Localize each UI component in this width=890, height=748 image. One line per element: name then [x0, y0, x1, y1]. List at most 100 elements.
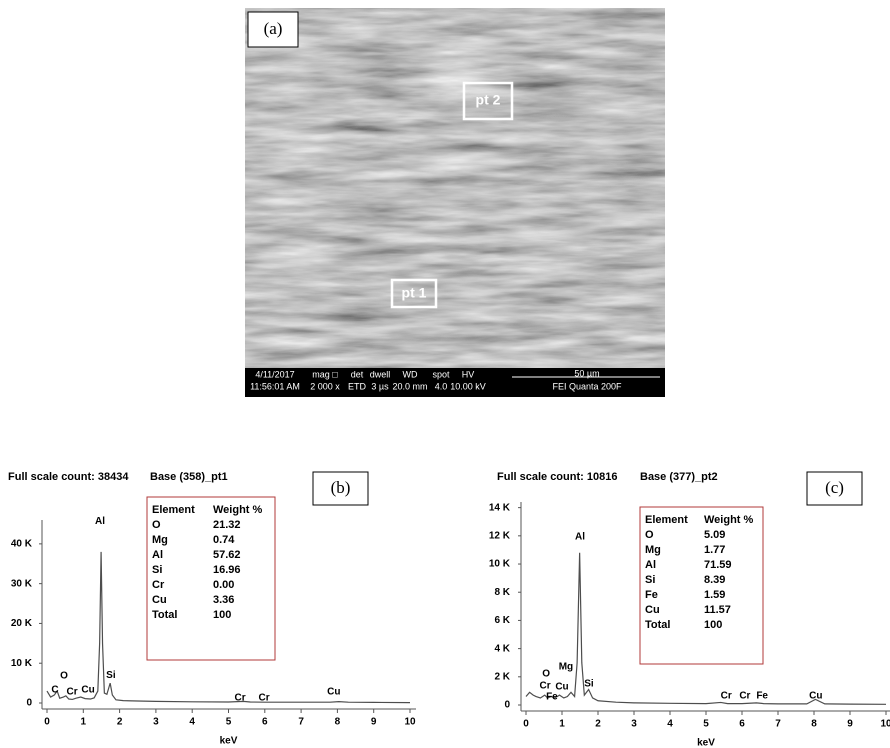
table-cell: Cu: [645, 604, 660, 616]
info-text: det: [351, 369, 364, 379]
peak-label: Fe: [756, 691, 768, 702]
table-cell: 100: [704, 619, 722, 631]
table-cell: 0.00: [213, 579, 234, 591]
table-cell: 1.59: [704, 589, 725, 601]
info-text: ETD: [348, 381, 367, 391]
table-cell: Fe: [645, 589, 658, 601]
sem-panel: (a) pt 2 pt 1: [245, 8, 665, 397]
x-tick-label: 6: [262, 717, 268, 728]
table-cell: Si: [152, 564, 162, 576]
panel-label: (a): [264, 19, 283, 38]
x-tick-label: 3: [153, 717, 159, 728]
info-text: FEI Quanta 200F: [552, 381, 622, 391]
peak-label: O: [60, 671, 68, 682]
table-cell: 71.59: [704, 559, 732, 571]
table-cell: Mg: [152, 534, 168, 546]
table-cell: 1.77: [704, 544, 725, 556]
x-tick-label: 10: [880, 719, 890, 730]
panel-label-box: [247, 11, 299, 48]
table-cell: Cr: [152, 579, 165, 591]
peak-label: Si: [106, 670, 116, 681]
peak-label: Cr: [721, 691, 732, 702]
y-tick-label: 30 K: [11, 578, 33, 589]
table-box: [639, 506, 764, 665]
x-tick-label: 4: [667, 719, 673, 730]
info-text: 20.0 mm: [392, 381, 427, 391]
panel-label-box: [806, 471, 863, 506]
table-cell: Cu: [152, 594, 167, 606]
table-header: Element: [645, 514, 688, 526]
info-bar: [245, 368, 665, 397]
peak-label: C: [51, 685, 58, 696]
info-text: HV: [462, 369, 475, 379]
x-tick-label: 3: [631, 719, 637, 730]
peak-label: Cr: [66, 687, 77, 698]
peak-label: Cr: [235, 692, 246, 703]
table-cell: Total: [152, 609, 177, 621]
y-tick-label: 20 K: [11, 618, 33, 629]
peak-label: Cr: [739, 691, 750, 702]
y-tick-label: 0: [26, 698, 32, 709]
info-text: 4/11/2017: [255, 369, 294, 379]
x-tick-label: 5: [703, 719, 709, 730]
y-tick-label: 0: [504, 700, 510, 711]
x-tick-label: 8: [335, 717, 341, 728]
info-text: dwell: [370, 369, 391, 379]
chart-title: Full scale count: 10816: [497, 471, 617, 483]
table-cell: 21.32: [213, 519, 241, 531]
peak-label: Si: [584, 678, 594, 689]
x-tick-label: 6: [739, 719, 745, 730]
panel-label: (b): [331, 478, 351, 497]
y-tick-label: 2 K: [494, 671, 510, 682]
table-header: Weight %: [704, 514, 754, 526]
table-cell: Total: [645, 619, 670, 631]
table-cell: Si: [645, 574, 655, 586]
x-tick-label: 5: [226, 717, 232, 728]
info-text: 11:56:01 AM: [250, 381, 300, 391]
panel-label: (c): [825, 478, 844, 497]
info-text: 50 µm: [574, 368, 599, 378]
peak-label: Fe: [546, 692, 558, 703]
peak-label: Cr: [540, 681, 551, 692]
table-cell: Al: [152, 549, 163, 561]
chart-subtitle: Base (377)_pt2: [640, 471, 718, 483]
x-tick-label: 7: [775, 719, 781, 730]
y-tick-label: 8 K: [494, 587, 510, 598]
peak-label: Mg: [559, 662, 573, 673]
peak-label: Cu: [327, 687, 340, 698]
spectrum: [46, 551, 411, 704]
x-tick-label: 7: [298, 717, 304, 728]
x-tick-label: 2: [595, 719, 601, 730]
info-text: WD: [403, 369, 418, 379]
chart-title: Full scale count: 38434: [8, 471, 129, 483]
x-tick-label: 1: [559, 719, 565, 730]
y-tick-label: 6 K: [494, 615, 510, 626]
x-tick-label: 10: [404, 717, 416, 728]
table-cell: 11.57: [704, 604, 731, 616]
table-cell: 57.62: [213, 549, 241, 561]
table-cell: O: [645, 529, 654, 541]
info-text: 4.0: [435, 381, 448, 391]
table-cell: Al: [645, 559, 656, 571]
point-label: pt 2: [476, 92, 501, 108]
peak-label: Cu: [809, 691, 822, 702]
peak-label: O: [542, 669, 550, 680]
info-text: mag □: [312, 369, 338, 379]
x-tick-label: 9: [847, 719, 853, 730]
x-tick-label: 0: [523, 719, 529, 730]
peak-label: Cu: [81, 685, 94, 696]
table-cell: O: [152, 519, 161, 531]
table-cell: 8.39: [704, 574, 725, 586]
x-tick-label: 9: [371, 717, 377, 728]
x-axis-label: keV: [220, 736, 238, 747]
sem-image: [245, 8, 665, 368]
x-tick-label: 1: [81, 717, 87, 728]
table-cell: 16.96: [213, 564, 241, 576]
table-cell: Mg: [645, 544, 661, 556]
info-text: 3 µs: [371, 381, 389, 391]
x-tick-label: 8: [811, 719, 817, 730]
peak-label: Cu: [555, 682, 568, 693]
table-cell: 0.74: [213, 534, 235, 546]
